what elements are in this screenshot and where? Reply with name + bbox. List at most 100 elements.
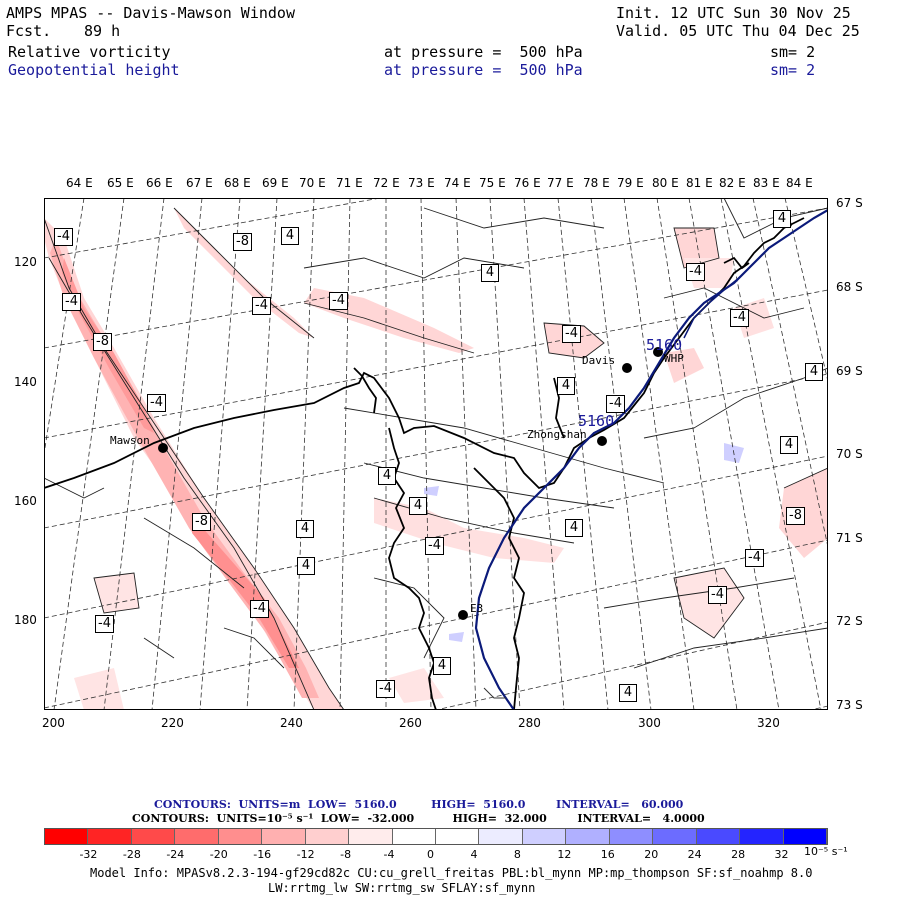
- lat-label: 72 S: [836, 614, 863, 628]
- x-tick: 260: [399, 716, 422, 730]
- x-tick: 220: [161, 716, 184, 730]
- station-marker: [458, 610, 468, 620]
- geopotential-contour: [474, 209, 828, 710]
- height-contour-info: CONTOURS: UNITS=m LOW= 5160.0 HIGH= 5160…: [154, 798, 684, 811]
- contour-label: -4: [95, 615, 114, 633]
- lon-label: 71 E: [336, 176, 363, 190]
- plot-title: AMPS MPAS -- Davis-Mawson Window: [6, 4, 295, 22]
- contour-label: -4: [54, 228, 73, 246]
- legend-swatch: [349, 829, 393, 844]
- legend-swatch: [740, 829, 784, 844]
- graticule: [44, 198, 828, 710]
- lon-label: 84 E: [786, 176, 813, 190]
- y-tick: 140: [14, 375, 37, 389]
- legend-value: -24: [166, 848, 185, 861]
- station-marker: [653, 347, 663, 357]
- lat-label: 67 S: [836, 196, 863, 210]
- station-label: Mawson: [110, 434, 150, 447]
- legend-value: -4: [383, 848, 395, 861]
- model-info: Model Info: MPASv8.2.3-194-gf29cd82c CU:…: [90, 866, 813, 880]
- contour-label: -4: [250, 600, 269, 618]
- contour-label: -4: [745, 549, 764, 567]
- legend-swatch: [522, 829, 567, 844]
- station-label: WHP: [664, 352, 684, 365]
- init-time: Init. 12 UTC Sun 30 Nov 25: [616, 4, 851, 22]
- model-info-2: LW:rrtmg_lw SW:rrtmg_sw SFLAY:sf_mynn: [268, 881, 536, 895]
- field1-smoothing: sm= 2: [770, 43, 816, 61]
- lon-label: 77 E: [547, 176, 574, 190]
- contour-label: 4: [773, 210, 791, 228]
- height-contour-label: 5160: [646, 336, 683, 354]
- contour-label: 4: [281, 227, 299, 245]
- legend-value: 32: [774, 848, 789, 861]
- contour-label: 4: [378, 467, 396, 485]
- contour-label: 4: [481, 264, 499, 282]
- contour-label: -4: [62, 293, 81, 311]
- contour-label: -4: [147, 394, 166, 412]
- legend-swatch: [88, 829, 132, 844]
- legend-value: 8: [513, 848, 521, 861]
- forecast-hour: 89 h: [84, 22, 121, 40]
- legend-swatch: [566, 829, 610, 844]
- contour-label: 4: [297, 557, 315, 575]
- legend-swatch: [131, 829, 176, 844]
- lon-label: 74 E: [444, 176, 471, 190]
- x-tick: 320: [757, 716, 780, 730]
- lon-label: 70 E: [299, 176, 326, 190]
- lat-label: 73 S: [836, 698, 863, 712]
- contour-label: -8: [192, 513, 211, 531]
- lat-label: 68 S: [836, 280, 863, 294]
- contour-label: 4: [805, 363, 823, 381]
- legend-swatch: [45, 829, 89, 844]
- x-tick: 300: [638, 716, 661, 730]
- lon-label: 73 E: [408, 176, 435, 190]
- lon-label: 76 E: [514, 176, 541, 190]
- station-marker: [597, 436, 607, 446]
- x-tick: 280: [518, 716, 541, 730]
- lon-label: 82 E: [719, 176, 746, 190]
- map-plot: [44, 198, 828, 710]
- forecast-label: Fcst.: [6, 22, 52, 40]
- legend-swatch: [653, 829, 697, 844]
- x-tick: 240: [280, 716, 303, 730]
- lon-label: 69 E: [262, 176, 289, 190]
- legend-swatch: [262, 829, 306, 844]
- legend-swatch: [783, 829, 827, 844]
- contour-label: -4: [606, 395, 625, 413]
- contour-label: 4: [433, 657, 451, 675]
- contour-label: 4: [565, 519, 583, 537]
- legend-value: 12: [557, 848, 572, 861]
- legend-swatch: [218, 829, 263, 844]
- lon-label: 67 E: [186, 176, 213, 190]
- contour-label: -8: [233, 233, 252, 251]
- lon-label: 75 E: [479, 176, 506, 190]
- contour-label: -4: [425, 537, 444, 555]
- contour-label: -4: [730, 309, 749, 327]
- legend-value: -20: [209, 848, 228, 861]
- height-contour-label: 5160: [578, 412, 615, 430]
- legend-value: -28: [122, 848, 141, 861]
- station-label: Davis: [582, 354, 616, 367]
- legend-value: 24: [687, 848, 702, 861]
- field1-level: at pressure = 500 hPa: [384, 43, 583, 61]
- contour-label: 4: [557, 377, 575, 395]
- legend-value: 28: [731, 848, 746, 861]
- contour-label: -4: [708, 586, 727, 604]
- lon-label: 65 E: [107, 176, 134, 190]
- station-marker: [158, 443, 168, 453]
- lon-label: 64 E: [66, 176, 93, 190]
- station-label: Zhongshan: [527, 428, 587, 441]
- color-legend: [44, 828, 828, 845]
- lat-label: 70 S: [836, 447, 863, 461]
- contour-label: -4: [376, 680, 395, 698]
- y-tick: 120: [14, 255, 37, 269]
- field2-level: at pressure = 500 hPa: [384, 61, 583, 79]
- legend-value: -8: [340, 848, 352, 861]
- lon-label: 80 E: [652, 176, 679, 190]
- legend-swatch: [436, 829, 480, 844]
- vorticity-contour-info: CONTOURS: UNITS=10⁻⁵ s⁻¹ LOW= -32.000 HI…: [132, 812, 705, 825]
- legend-swatch: [175, 829, 219, 844]
- contour-label: 4: [409, 497, 427, 515]
- legend-units: 10⁻⁵ s⁻¹: [804, 845, 848, 858]
- lon-label: 78 E: [583, 176, 610, 190]
